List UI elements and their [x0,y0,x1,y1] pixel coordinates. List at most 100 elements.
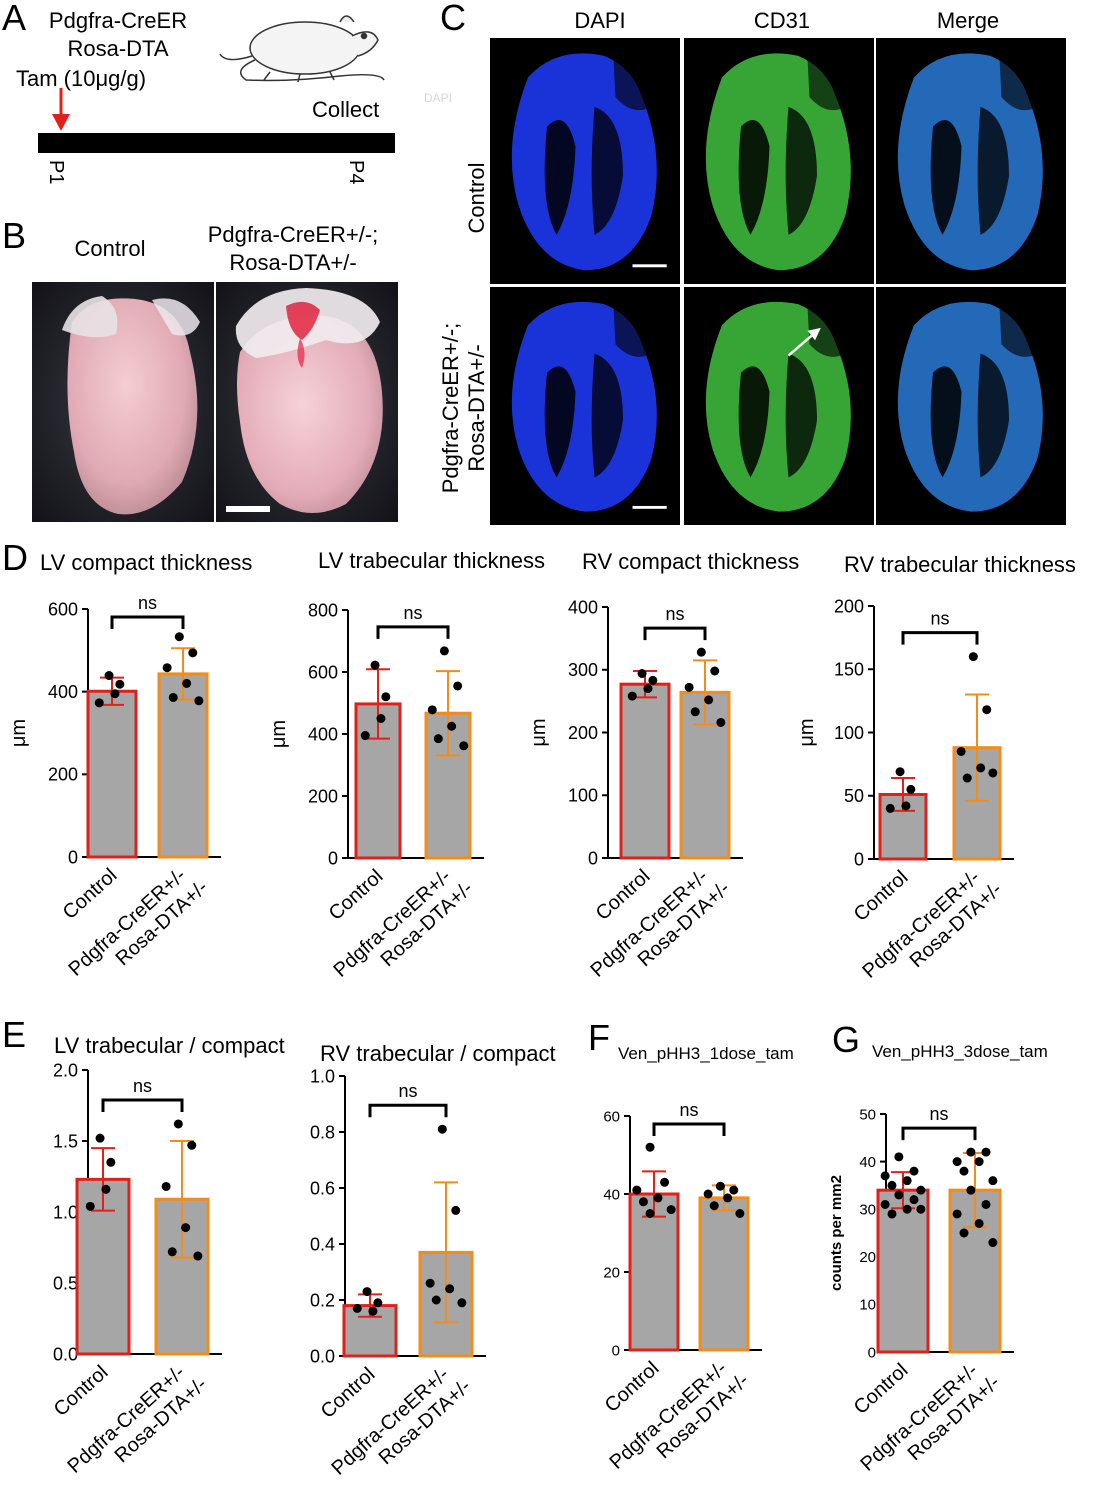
data-point [648,675,658,685]
data-point [916,1204,926,1214]
timeline-bar [38,133,395,153]
chart-title: RV trabecular / compact [320,1041,556,1066]
data-point [956,746,966,756]
data-point [85,1201,95,1211]
data-point [168,692,178,702]
data-point [653,1193,663,1203]
data-point [431,1295,441,1305]
significance-bracket [376,625,450,639]
data-point [710,666,720,676]
micrograph-cd31-mutant [684,287,874,525]
data-point [982,705,992,715]
y-tick-label: 150 [834,660,864,680]
micrograph-cd31-control [684,38,874,284]
y-tick-label: 20 [603,1264,620,1281]
data-point [427,705,437,715]
data-point [110,689,120,699]
data-point [376,714,386,723]
y-tick-label: 60 [603,1108,620,1125]
chart-4: RV trabecular thickness μm 0 50 100 150 200 ns C… [796,552,1076,983]
chart-title: LV trabecular / compact [54,1033,285,1058]
y-tick-label: 1.0 [310,1066,335,1086]
bar-control [628,1192,680,1352]
y-tick-label: 2.0 [53,1060,78,1080]
data-point [162,663,172,673]
x-label-control: Control [325,865,388,924]
data-point [459,741,469,751]
data-point [966,1185,976,1195]
significance-label: ns [929,1104,948,1124]
data-point [433,734,443,744]
y-tick-label: 400 [48,682,78,702]
data-point [381,692,391,702]
data-point [974,1157,984,1167]
significance-label: ns [665,604,684,624]
y-tick-label: 400 [308,724,338,744]
data-point [104,671,114,681]
data-point [952,1157,962,1167]
data-point [968,652,978,662]
x-label-control: Control [850,1359,913,1418]
panel-letter-c: C [440,0,466,38]
chart-5: LV trabecular / compact 0.0 0.5 1.0 1.5 2.0 ns… [50,1033,285,1478]
panel-letter-f: F [588,1017,610,1058]
y-tick-label: 200 [834,596,864,616]
data-point [723,1193,733,1203]
data-point [696,647,706,657]
micrograph-merge-mutant [876,287,1066,525]
data-point [167,1247,177,1257]
y-tick-label: 0.5 [53,1273,78,1293]
data-point [887,1209,897,1219]
micrograph-dapi-mutant [490,287,680,525]
data-point [690,707,700,717]
y-axis-label: μm [796,718,818,746]
y-tick-label: 30 [859,1201,876,1218]
scale-bar [226,506,270,512]
bar-control [86,689,138,859]
data-point [447,721,457,731]
data-point [194,696,204,706]
data-point [715,1181,725,1191]
data-point [115,679,125,689]
data-point [94,698,104,708]
row-label-control: Control [464,163,489,234]
y-tick-label: 0 [588,848,598,868]
y-tick-label: 100 [834,723,864,743]
y-tick-label: 0.0 [53,1344,78,1364]
data-point [709,1201,719,1211]
data-point [161,1181,171,1191]
data-point [880,1199,890,1209]
data-point [645,1209,655,1218]
timeline-diagram: P1 P4 [38,15,395,184]
y-axis-label: counts per mm2 [828,1175,845,1291]
data-point [666,1205,676,1215]
data-point [439,646,449,656]
data-point [729,1185,739,1195]
chart-2: LV trabecular thickness μm 0 200 400 600 800 ns… [268,548,545,982]
data-point [885,803,895,813]
x-label-control: Control [317,1363,380,1422]
y-axis-label: μm [8,719,30,747]
x-label-control: Control [59,864,122,923]
data-point [101,1184,111,1194]
data-point [902,1204,912,1214]
significance-bracket [643,626,707,641]
micrograph-dapi-control [490,38,680,284]
data-point [174,632,184,642]
data-point [703,1189,713,1199]
data-point [880,1171,890,1181]
panel-letter-b: B [2,215,27,256]
tamoxifen-label: Tam (10μg/g) [16,66,147,91]
data-point [894,1190,904,1200]
data-point [962,773,972,783]
y-tick-label: 0 [612,1342,620,1359]
panel-letter-e: E [2,1014,27,1055]
data-point [684,682,694,692]
data-point [988,1238,998,1248]
data-point [959,1228,969,1238]
data-point [902,1176,912,1186]
y-tick-label: 1.0 [53,1202,78,1222]
